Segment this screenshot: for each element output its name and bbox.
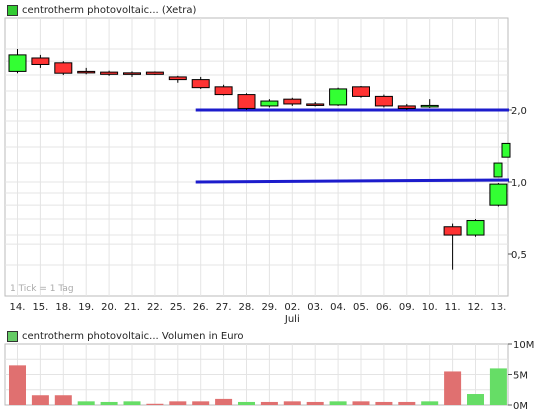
volume-bar [146, 403, 164, 405]
price-xtick-label: 03. [307, 302, 323, 313]
volume-bar [192, 401, 210, 405]
price-chart-title: centrotherm photovoltaic... (Xetra) [22, 4, 197, 16]
candle-body [8, 54, 27, 72]
price-xtick-label: 10. [422, 302, 438, 313]
price-xtick-label: 26. [193, 302, 209, 313]
price-plot-area [4, 17, 509, 297]
candle-body [237, 94, 256, 109]
price-xtick-label: 28. [239, 302, 255, 313]
price-xtick-label: 25. [170, 302, 186, 313]
volume-bar [444, 371, 462, 405]
price-xtick-label: 18. [55, 302, 71, 313]
price-xtick-label: 21. [124, 302, 140, 313]
candle-body [123, 72, 141, 75]
volume-chart-title: centrotherm photovoltaic... Volumen in E… [22, 330, 244, 342]
candle-body [145, 71, 164, 75]
volume-bar [9, 365, 26, 405]
volume-bar [306, 401, 324, 405]
volume-bar [31, 395, 49, 405]
volume-bar [489, 368, 507, 405]
extra-green-bar [501, 142, 511, 158]
price-xtick-label: 22. [147, 302, 163, 313]
volume-bar [169, 401, 187, 405]
volume-bar [215, 398, 233, 405]
candle-body [466, 220, 485, 236]
volume-ytick-label: 10M [513, 340, 534, 351]
volume-bar [238, 401, 255, 405]
candle-body [374, 95, 393, 107]
candle-body [54, 62, 73, 74]
candle-body [283, 98, 302, 105]
volume-ytick-label: 0M [513, 401, 528, 412]
tick-note: 1 Tick = 1 Tag [10, 284, 74, 294]
candle-body [260, 100, 279, 107]
candle-body [214, 86, 233, 96]
volume-bar [77, 401, 95, 405]
volume-bar [352, 401, 370, 405]
price-xtick-label: 12. [468, 302, 484, 313]
price-xtick-label: 09. [399, 302, 415, 313]
price-xtick-label: 20. [101, 302, 117, 313]
price-xtick-label: 06. [376, 302, 392, 313]
volume-bar [421, 401, 439, 405]
volume-legend-swatch [7, 330, 18, 342]
candle-body [77, 70, 96, 74]
volume-bar [260, 401, 278, 405]
volume-bar [283, 401, 301, 405]
candle-body [352, 86, 370, 97]
price-xtick-label: 13. [490, 302, 506, 313]
candle-body [191, 79, 210, 89]
price-xtick-label: 11. [445, 302, 461, 313]
price-xtick-label: 14. [10, 302, 26, 313]
volume-bar [54, 395, 72, 405]
price-ytick-label: 2,0 [511, 106, 527, 117]
volume-bar [375, 401, 393, 405]
candle-body [420, 104, 439, 108]
price-xtick-label: 02. [284, 302, 300, 313]
price-ytick-label: 1,0 [511, 178, 527, 189]
candle-body [31, 57, 50, 65]
volume-bar [467, 394, 484, 405]
price-legend-swatch [7, 4, 18, 16]
volume-bar [398, 401, 416, 405]
candle-body [397, 105, 416, 109]
candle-body [489, 183, 508, 206]
extra-green-bar [493, 162, 503, 178]
trendline [195, 178, 510, 184]
price-xtick-label: 04. [330, 302, 346, 313]
volume-bar [329, 401, 347, 405]
volume-legend: centrotherm photovoltaic... Volumen in E… [7, 329, 244, 343]
price-xtick-label: 05. [353, 302, 369, 313]
candle-body [329, 88, 348, 106]
month-label: Juli [284, 314, 300, 325]
candle-body [168, 76, 187, 81]
volume-ytick-label: 5M [513, 371, 528, 382]
candle-body [100, 71, 119, 75]
price-xtick-label: 27. [216, 302, 232, 313]
candle-body [306, 103, 325, 106]
volume-bar [100, 401, 118, 405]
price-xtick-label: 15. [32, 302, 48, 313]
price-xtick-label: 29. [261, 302, 277, 313]
price-ytick-label: 0,5 [511, 250, 527, 261]
price-xtick-label: 19. [78, 302, 94, 313]
price-legend: centrotherm photovoltaic... (Xetra) [7, 3, 196, 17]
candle-body [443, 226, 462, 236]
volume-bar [123, 401, 141, 405]
